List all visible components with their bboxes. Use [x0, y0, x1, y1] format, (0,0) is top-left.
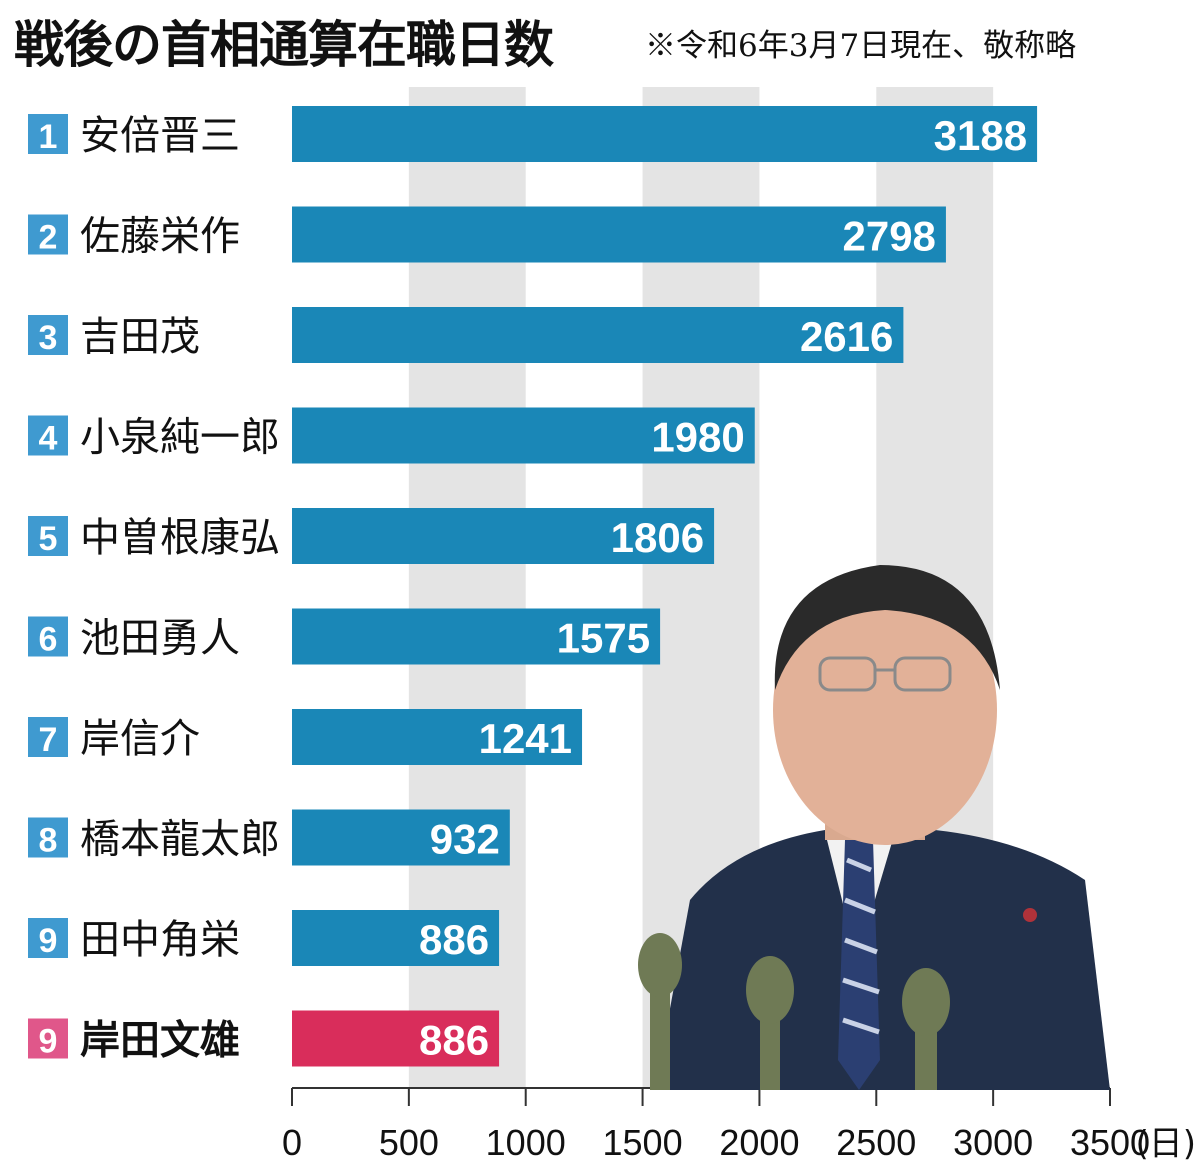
- x-tick-label: 1500: [603, 1122, 683, 1163]
- rank-number: 9: [39, 1023, 58, 1061]
- bar-value-label: 3188: [934, 112, 1027, 159]
- category-label: 岸田文雄: [80, 1018, 240, 1064]
- category-label: 田中角栄: [80, 917, 240, 963]
- bar: [292, 1010, 500, 1067]
- category-label: 橋本龍太郎: [80, 817, 280, 863]
- bar: [292, 407, 755, 464]
- category-label: 中曽根康弘: [80, 515, 280, 561]
- x-tick-label: 3000: [953, 1122, 1033, 1163]
- rank-badge: [28, 214, 68, 255]
- bar: [292, 910, 500, 966]
- bar-value-label: 1241: [479, 715, 572, 762]
- rank-badge: [28, 918, 68, 958]
- bar-value-label: 1575: [557, 615, 650, 662]
- category-label: 吉田茂: [80, 314, 200, 360]
- bar-value-label: 932: [430, 816, 500, 863]
- category-labels-group: 1 安倍晋三 2 佐藤栄作 3 吉田茂 4 小泉純一郎 5 中曽根康弘 6 池田勇人 7 岸信介 8 橋本龍太…: [28, 113, 280, 1064]
- rank-number: 1: [39, 118, 58, 156]
- rank-badge: [28, 616, 68, 657]
- x-tick-label: 3500: [1070, 1122, 1150, 1163]
- rank-number: 7: [39, 721, 58, 759]
- chart-header: 戦後の首相通算在職日数 ※令和6年3月7日現在、敬称略: [0, 0, 1200, 90]
- rank-number: 3: [39, 319, 58, 357]
- category-label: 安倍晋三: [80, 113, 240, 159]
- rank-badge: [28, 717, 68, 757]
- bar: [292, 809, 510, 866]
- x-tick-label: 2500: [836, 1122, 916, 1163]
- category-label: 佐藤栄作: [80, 214, 240, 260]
- category-label: 小泉純一郎: [80, 415, 280, 461]
- chart-title: 戦後の首相通算在職日数: [14, 16, 554, 74]
- rank-badge: [28, 817, 68, 858]
- rank-number: 5: [39, 520, 58, 558]
- x-axis: 0 500 1000 1500 2000 2500 3000 3500(日): [282, 1087, 1196, 1164]
- x-tick-label: 0: [282, 1122, 302, 1163]
- bar: [292, 307, 904, 363]
- bar: [292, 106, 1038, 162]
- bar: [292, 608, 661, 665]
- rank-number: 4: [39, 420, 58, 458]
- bar-value-label: 886: [419, 916, 489, 963]
- rank-badge: [28, 315, 68, 355]
- x-unit-label: (日): [1135, 1124, 1196, 1164]
- x-tick-label: 500: [379, 1122, 439, 1163]
- category-label: 池田勇人: [80, 616, 240, 662]
- bar: [292, 709, 583, 765]
- rank-number: 9: [39, 922, 58, 960]
- rank-badge: [28, 516, 68, 556]
- chart-note: ※令和6年3月7日現在、敬称略: [645, 28, 1077, 64]
- rank-badge: [28, 415, 68, 456]
- bar: [292, 508, 715, 564]
- bar-value-label: 886: [419, 1017, 489, 1064]
- bar-value-label: 1980: [651, 414, 744, 461]
- category-label: 岸信介: [80, 716, 200, 762]
- bar-value-label: 2798: [842, 213, 935, 260]
- bar: [292, 206, 946, 263]
- x-tick-label: 1000: [486, 1122, 566, 1163]
- rank-number: 6: [39, 621, 58, 659]
- bar-value-label: 2616: [800, 313, 893, 360]
- bar-value-label: 1806: [611, 514, 704, 561]
- x-tick-label: 2000: [719, 1122, 799, 1163]
- rank-number: 8: [39, 822, 58, 860]
- rank-number: 2: [39, 219, 58, 257]
- rank-badge: [28, 1018, 68, 1059]
- person-photo-icon: [638, 565, 1110, 1090]
- bars-group: 3188 2798 2616 1980 1806 1575 1241 932 886 886: [292, 106, 1038, 1067]
- rank-badge: [28, 114, 68, 154]
